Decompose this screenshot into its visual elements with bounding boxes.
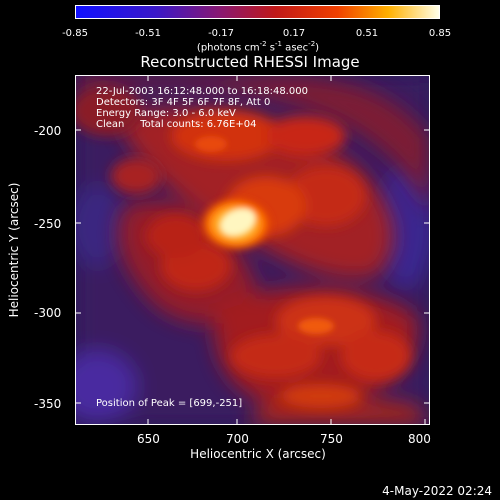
y-tick-label: -300	[34, 306, 62, 320]
colorbar-tick-label: -0.51	[135, 28, 161, 39]
colorbar-tick-label: 0.17	[282, 28, 306, 39]
y-tick-label: -200	[34, 124, 62, 138]
x-tick-label: 750	[320, 432, 343, 446]
image-title: Reconstructed RHESSI Image	[140, 53, 360, 71]
y-axis-title: Heliocentric Y (arcsec)	[7, 182, 21, 318]
x-tick-label: 700	[226, 432, 249, 446]
x-tick-label: 800	[408, 432, 431, 446]
colorbar-unit-label: (photons cm-2 s-1 asec-2)	[196, 40, 320, 54]
rhessi-image-plot: 22-Jul-2003 16:12:48.000 to 16:18:48.000…	[75, 75, 430, 425]
colorbar-tick-label: -0.85	[62, 28, 88, 39]
x-tick-label: 650	[137, 432, 160, 446]
y-tick-label: -350	[34, 397, 62, 411]
colorbar-tick-label: 0.51	[355, 28, 379, 39]
annotation-detectors: Detectors: 3F 4F 5F 6F 7F 8F, Att 0	[96, 97, 271, 108]
annotation-total-counts: Clean Total counts: 6.76E+04	[96, 119, 257, 130]
colorbar-tick-label: 0.85	[428, 28, 452, 39]
peak-position-label: Position of Peak = [699,-251]	[96, 398, 243, 409]
colorbar-tick-label: -0.17	[208, 28, 234, 39]
timestamp: 4-May-2022 02:24	[382, 484, 492, 498]
x-axis-title: Heliocentric X (arcsec)	[190, 447, 326, 461]
annotation-energy-range: Energy Range: 3.0 - 6.0 keV	[96, 108, 236, 119]
annotation-time-range: 22-Jul-2003 16:12:48.000 to 16:18:48.000	[96, 86, 308, 97]
colorbar	[75, 5, 440, 19]
rhessi-intensity-map	[76, 76, 429, 424]
y-tick-label: -250	[34, 217, 62, 231]
